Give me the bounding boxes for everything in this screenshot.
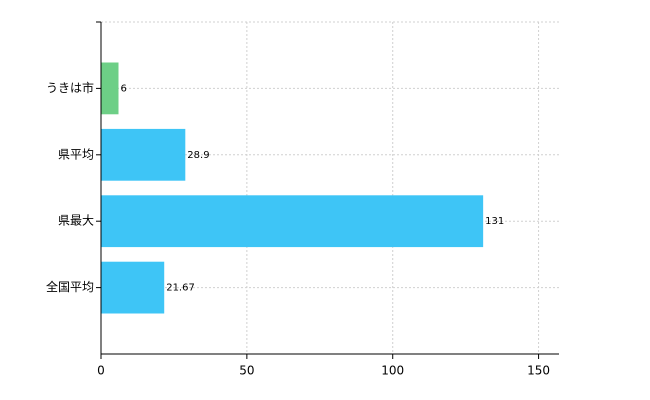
y-tick-label: 県平均 [58, 147, 94, 161]
bar [101, 195, 484, 248]
bar [101, 261, 165, 314]
x-tick-label: 150 [527, 364, 550, 378]
bar [101, 128, 186, 181]
x-tick-label: 0 [97, 364, 105, 378]
y-tick-label: 全国平均 [46, 279, 94, 294]
y-tick-label: うきは市 [46, 80, 94, 95]
value-label: 21.67 [166, 283, 195, 294]
x-tick-label: 50 [239, 364, 254, 378]
bar [101, 62, 119, 115]
x-tick-label: 100 [381, 364, 404, 378]
value-label: 131 [485, 216, 504, 227]
y-tick-label: 県最大 [58, 214, 94, 228]
value-label: 28.9 [187, 150, 209, 161]
value-label: 6 [121, 83, 127, 94]
